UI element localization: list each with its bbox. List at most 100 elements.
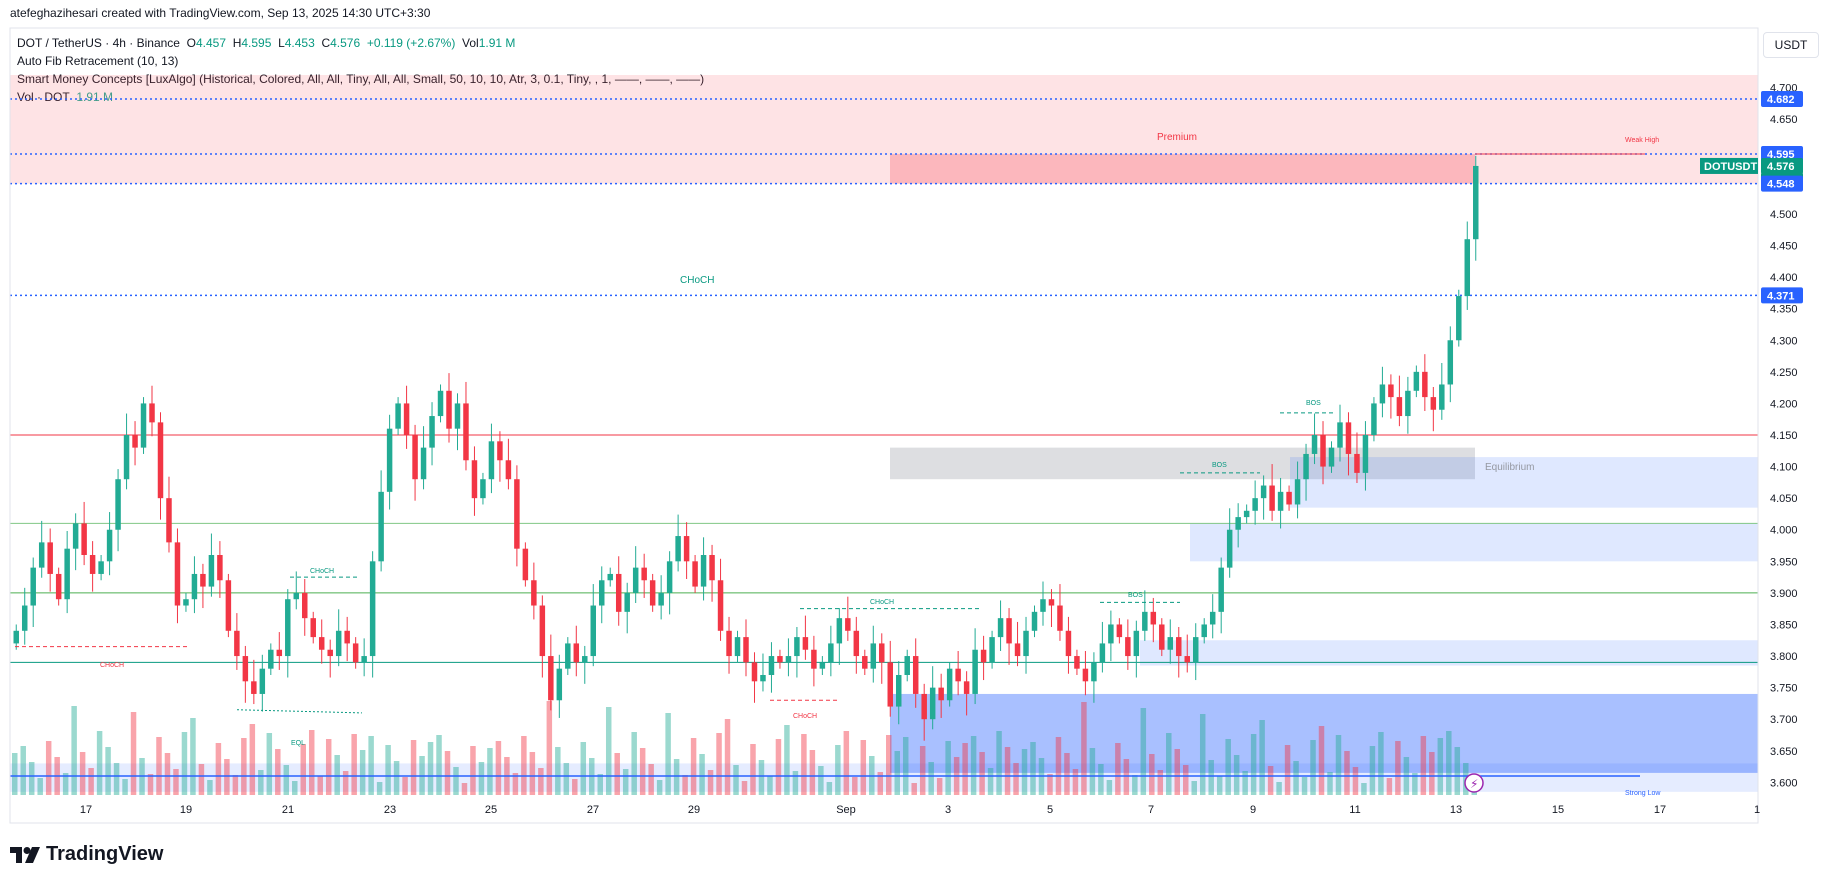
volume-bar [495,741,502,795]
volume-bar [928,762,934,795]
open-label: O [186,36,196,50]
candle-body [1260,485,1267,499]
x-tick-label: 3 [945,804,951,816]
order-block [1140,640,1758,666]
volume-bar [487,748,493,795]
symbol-label[interactable]: DOT / TetherUS · 4h · Binance [17,36,180,50]
candle-body [921,693,927,720]
price-tag [1761,145,1803,162]
volume-bar [164,753,171,795]
candle-body [760,675,766,682]
candle-body [946,668,953,701]
candle-body [768,656,775,675]
candle-body [514,479,520,549]
volume-bar [1352,767,1359,795]
y-tick-label: 3.600 [1770,777,1798,789]
volume-bar [1047,774,1053,795]
x-tick-label: 27 [587,804,599,816]
candle-body [268,649,274,669]
volume-bar [79,752,86,795]
candle-body [429,416,435,448]
volume-bar [385,745,391,795]
candle-body [819,662,826,669]
volume-bar [563,763,570,795]
candle-body [1159,624,1165,650]
candle-body [1422,371,1428,398]
candle-body [1006,618,1012,644]
y-tick-label: 4.100 [1770,462,1798,474]
candle-body [1091,662,1097,682]
volume-bar [37,778,43,795]
candle-body [1031,611,1038,631]
volume-bar [953,757,960,795]
x-tick-label: 19 [180,804,192,816]
close-value: 4.576 [330,36,361,50]
candle-body [72,523,79,549]
volume-bar [758,760,765,795]
candle-body [666,561,673,593]
volume-bar [733,765,739,795]
order-block [1190,523,1758,562]
volume-bar [1250,734,1257,795]
indicator-volume[interactable]: Vol · DOT 1.91 M [17,88,704,106]
volume-bar [1098,764,1104,795]
volume-bar [902,737,909,795]
volume-bar [393,761,400,795]
candle-body [115,479,121,530]
low-label: L [278,36,285,50]
volume-bar [580,742,587,795]
indicator-volume-label: Vol · DOT [17,90,70,104]
volume-bar [622,769,629,795]
event-icon [1464,773,1484,793]
candle-body [743,637,749,663]
candle-body [13,630,19,644]
x-tick-label: 23 [384,804,396,816]
candle-body [505,460,512,480]
x-tick-label: 9 [1250,804,1256,816]
candle-body [251,681,257,694]
indicator-smc[interactable]: Smart Money Concepts [LuxAlgo] (Historic… [17,72,705,86]
volume-bar [1064,753,1070,795]
volume-value: 1.91 M [478,36,516,50]
candle-body [64,548,70,600]
candle-body [1396,397,1403,417]
volume-bar [589,758,595,795]
candle-body [887,662,893,707]
volume-bar [147,774,154,795]
candle-body [649,580,656,606]
candle-body [641,567,647,581]
volume-bar [1140,708,1147,795]
y-tick-label: 4.200 [1770,398,1798,410]
x-tick-label: 1 [1754,804,1760,816]
candle-body [47,542,53,574]
volume-bar [470,746,476,795]
candle-body [1294,479,1301,505]
volume-bar [504,757,510,795]
candle-body [828,643,834,663]
volume-bar [1301,777,1308,795]
volume-bar [71,706,77,795]
volume-bar [376,782,383,795]
volume-bar [919,746,926,795]
volume-bar [716,733,722,795]
candle-body [1048,599,1055,606]
bos-label: BOS [1306,400,1321,407]
volume-bar [444,751,451,795]
volume-bar [852,777,858,795]
eql-label: EQL [291,740,305,747]
candle-body [1320,435,1326,467]
candle-body [548,656,554,701]
currency-button[interactable]: USDT [1763,32,1819,58]
indicator-fib[interactable]: Auto Fib Retracement (10, 13) [17,54,179,68]
choch-label: CHoCH [100,662,124,669]
candle-body [369,561,376,657]
equilibrium-zone [890,447,1475,480]
volume-bar [699,754,705,795]
volume-bar [605,707,612,795]
candle-body [836,618,843,644]
candle-body [997,618,1004,638]
x-tick-label: Sep [836,804,856,816]
volume-bar [869,756,875,795]
volume-bar [20,746,26,795]
